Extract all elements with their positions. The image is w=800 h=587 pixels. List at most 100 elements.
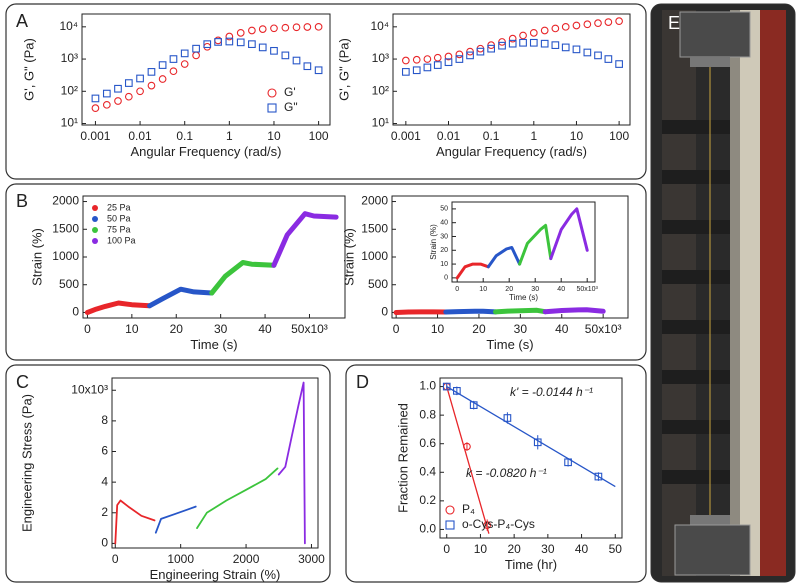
- marker: [236, 38, 245, 47]
- y-tick-label: 0: [101, 536, 108, 550]
- marker: [258, 25, 267, 33]
- y-tick-label: 0.4: [419, 464, 436, 478]
- marker: [401, 68, 410, 76]
- x-tick-label: 30: [514, 322, 528, 336]
- y-tick-label: 10³: [372, 51, 389, 65]
- marker: [508, 34, 517, 43]
- series-line: [493, 307, 548, 315]
- y-tick-label: 0.8: [419, 407, 436, 421]
- series-line: [486, 246, 522, 269]
- legend-label: G": [284, 100, 298, 114]
- x-tick-label: 50x10³: [291, 322, 328, 336]
- x-tick-label: 0: [112, 552, 119, 566]
- marker: [572, 45, 581, 54]
- marker: [270, 24, 278, 33]
- x-tick-label: 100: [309, 129, 329, 143]
- x-tick-label: 10: [267, 129, 281, 143]
- y-tick-label: 0: [381, 305, 388, 319]
- series-line: [154, 505, 197, 534]
- y-tick-label: 1500: [52, 221, 79, 235]
- y-tick-label: 0.6: [419, 436, 436, 450]
- y-tick-label: 0: [72, 305, 79, 319]
- marker: [147, 68, 156, 76]
- y-axis-title: Fraction Remained: [395, 403, 410, 513]
- legend-swatch: [92, 227, 98, 233]
- x-tick-label: 100: [609, 129, 629, 143]
- marker: [158, 61, 167, 69]
- series-line: [271, 211, 339, 268]
- marker: [281, 51, 290, 60]
- marker: [236, 29, 245, 37]
- x-tick-label: 10: [125, 322, 139, 336]
- y-axis-title: Strain (%): [341, 228, 356, 286]
- panel-label: E: [668, 13, 680, 33]
- marker: [540, 39, 549, 48]
- marker: [445, 520, 455, 530]
- x-tick-label: 1: [530, 129, 537, 143]
- y-tick-label: 2000: [52, 194, 79, 208]
- marker: [444, 52, 453, 61]
- marker: [248, 40, 256, 49]
- y-tick-label: 10²: [372, 83, 389, 97]
- x-tick-label: 10: [570, 129, 584, 143]
- y-tick-label: 10³: [61, 51, 78, 65]
- y-tick-label: 6: [101, 444, 108, 458]
- fit-label: k' = -0.0144 h⁻¹: [510, 385, 593, 399]
- marker: [401, 56, 410, 65]
- lower-clamp: [674, 524, 751, 576]
- plot-frame: [439, 377, 623, 539]
- x-tick-label: 20: [507, 542, 521, 556]
- y-tick-label: 2000: [361, 194, 388, 208]
- y-tick-label: 10¹: [61, 116, 78, 130]
- y-tick-label: 10⁴: [59, 19, 78, 33]
- marker: [433, 61, 442, 69]
- x-tick-label: 30: [531, 286, 539, 293]
- marker: [412, 66, 421, 75]
- marker: [169, 67, 178, 76]
- y-tick-label: 0: [444, 275, 448, 282]
- marker: [561, 43, 570, 52]
- marker: [615, 60, 623, 68]
- series-line: [114, 499, 156, 545]
- x-tick-label: 10: [474, 542, 488, 556]
- series-line: [84, 300, 153, 315]
- marker: [529, 29, 538, 37]
- y-tick-label: 10: [440, 261, 448, 268]
- marker: [267, 103, 277, 113]
- x-tick-label: 20: [505, 286, 513, 293]
- x-tick-label: 0.001: [391, 129, 421, 143]
- marker: [476, 47, 485, 56]
- x-tick-label: 0: [455, 286, 459, 293]
- x-tick-label: 40: [557, 286, 565, 293]
- marker: [114, 97, 122, 105]
- x-tick-label: 0.001: [80, 129, 110, 143]
- x-tick-label: 1000: [167, 552, 194, 566]
- marker: [442, 382, 451, 391]
- marker: [248, 26, 256, 35]
- marker: [423, 55, 432, 63]
- upper-jaw: [690, 57, 730, 67]
- marker: [455, 50, 464, 59]
- marker: [551, 41, 560, 50]
- y-axis-title: G', G" (Pa): [21, 38, 36, 101]
- marker: [136, 74, 144, 83]
- marker: [519, 31, 527, 40]
- x-tick-label: 50: [609, 542, 623, 556]
- marker: [91, 104, 100, 112]
- marker: [498, 41, 506, 50]
- y-tick-label: 1000: [361, 249, 388, 263]
- marker: [314, 66, 323, 75]
- plot-frame: [111, 377, 319, 549]
- marker: [533, 438, 542, 447]
- marker: [540, 26, 549, 35]
- panel-label: C: [16, 372, 29, 392]
- marker: [604, 18, 613, 26]
- series-line: [549, 207, 589, 261]
- y-tick-label: 1.0: [419, 379, 436, 393]
- marker: [519, 38, 527, 47]
- legend-label: o-Cys-P₄-Cys: [462, 517, 535, 531]
- panel-a-box: [5, 3, 647, 180]
- panel-c-box: [5, 364, 331, 583]
- marker: [583, 48, 592, 57]
